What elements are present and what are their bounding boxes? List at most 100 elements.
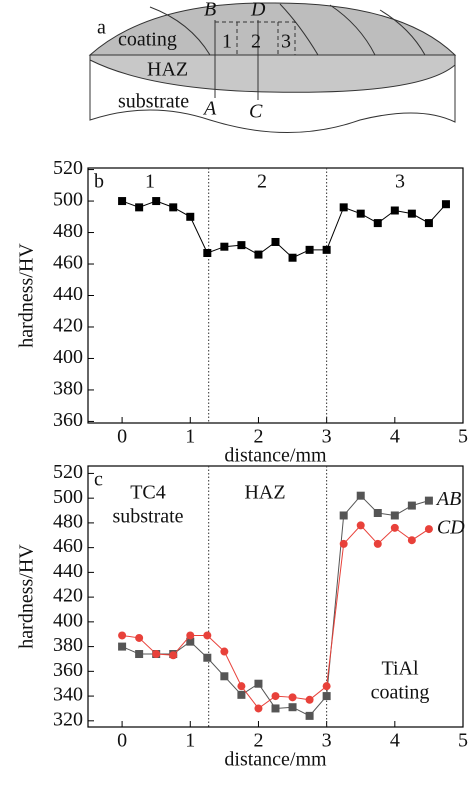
y-tick-label: 440 [53,560,83,582]
y-tick-label: 480 [53,220,83,242]
annotation: substrate [112,506,183,528]
point [373,509,382,518]
point [373,219,382,228]
point [186,212,195,221]
region-label: HAZ [147,59,188,81]
point [186,631,195,640]
point [407,536,416,545]
x-tick-label: 3 [322,426,332,448]
point [135,203,144,212]
annotation: HAZ [244,482,285,504]
y-tick-label: 320 [53,708,83,730]
y-tick-label: 460 [53,252,83,274]
zone-divider [236,22,279,55]
point [254,704,263,713]
point [135,650,144,659]
schematic: a B D A C coating HAZ substrate 1 2 3 [88,0,457,133]
point [203,631,212,640]
point [407,501,416,510]
panel-label: b [94,171,104,193]
point-label: B [204,0,216,21]
y-tick-label: 400 [53,346,83,368]
y-tick-label: 440 [53,283,83,305]
annotation: TiAl [381,658,419,680]
point [424,219,433,228]
region-label: substrate [118,91,189,113]
y-tick-label: 360 [53,659,83,681]
point [186,637,195,646]
y-tick-label: 340 [53,684,83,706]
point [339,511,348,520]
haz-region [89,54,456,93]
point [390,523,399,532]
zone-label: 2 [251,31,261,53]
point [339,539,348,548]
panel-label: a [97,17,106,39]
annotation: 3 [395,171,405,193]
point [356,521,365,530]
point-label: D [250,0,266,21]
point [424,525,433,534]
y-tick-label: 380 [53,634,83,656]
legend-label: CD [437,517,465,539]
x-tick-label: 5 [458,426,468,448]
annotation: coating [371,682,430,704]
point [305,245,314,254]
y-axis-label: hardness/HV [16,243,38,348]
y-tick-label: 480 [53,510,83,532]
point [152,650,161,659]
y-axis-label: hardness/HV [16,544,38,649]
y-tick-label: 420 [53,585,83,607]
point-label: A [202,98,217,120]
point [203,653,212,662]
x-tick-label: 2 [253,426,263,448]
point [390,511,399,520]
legend-label: AB [435,488,461,510]
point [356,491,365,500]
x-tick-label: 2 [253,730,263,752]
x-tick-label: 0 [117,426,127,448]
point [152,197,161,206]
point [288,253,297,262]
point [254,250,263,259]
annotation: 1 [145,171,155,193]
y-tick-label: 400 [53,609,83,631]
x-tick-label: 4 [390,730,400,752]
point [118,631,127,640]
point [118,197,127,206]
point [271,692,280,701]
bead-line [149,3,426,56]
coating-region [88,2,457,56]
y-tick-label: 520 [53,157,83,179]
annotation: 2 [257,171,267,193]
y-tick-label: 520 [53,461,83,483]
y-tick-label: 360 [53,409,83,431]
point [220,242,229,251]
point [339,203,348,212]
x-axis-label: distance/mm [224,445,327,467]
plot-frame [87,465,464,728]
point [169,203,178,212]
point [322,245,331,254]
section-line [214,20,259,100]
point [356,209,365,218]
y-tick-label: 420 [53,315,83,337]
x-axis-label: distance/mm [224,749,327,771]
y-tick-label: 500 [53,189,83,211]
x-tick-label: 1 [185,426,195,448]
point [220,647,229,656]
region-label: coating [118,29,177,51]
point [237,690,246,699]
y-tick-label: 460 [53,535,83,557]
x-tick-label: 4 [390,426,400,448]
point [271,237,280,246]
y-tick-label: 380 [53,378,83,400]
zone-label: 3 [281,31,291,53]
point [322,692,331,701]
point [169,651,178,660]
point [322,682,331,691]
point [254,679,263,688]
point [305,695,314,704]
point [237,241,246,250]
point [118,642,127,651]
